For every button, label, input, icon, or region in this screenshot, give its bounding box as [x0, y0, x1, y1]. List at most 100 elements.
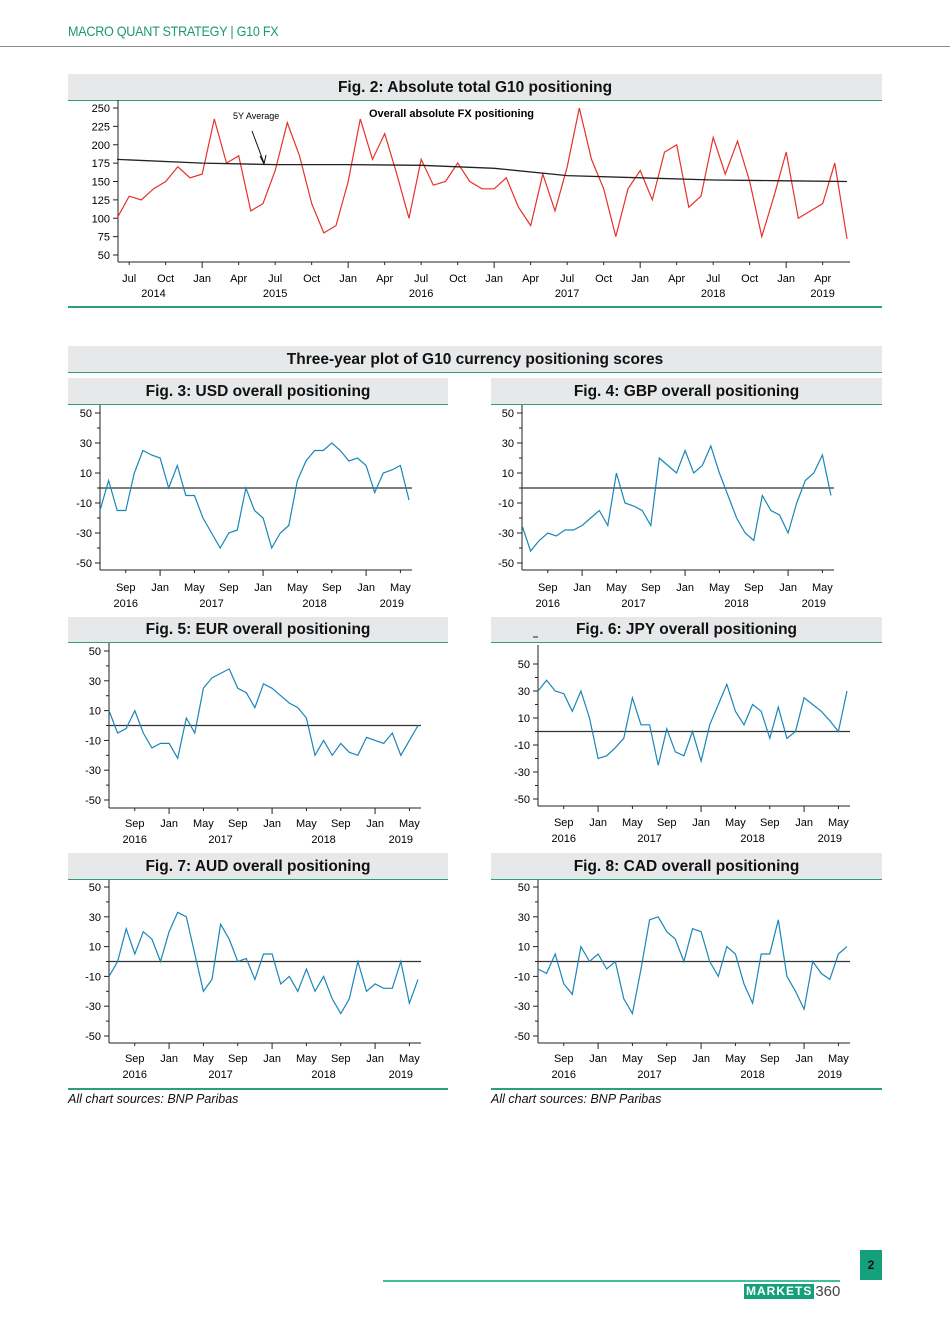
fig8-year-label: 2018 [740, 1069, 764, 1081]
markets360-logo: MARKETS 360 [744, 1283, 840, 1300]
fig6-year-label: 2017 [637, 833, 661, 845]
fig5-year-label: 2016 [123, 834, 147, 846]
fig6-y-tick-label: 50 [518, 659, 530, 671]
fig7-y-tick-label: -30 [85, 1001, 101, 1013]
fig5-year-label: 2017 [208, 834, 232, 846]
fig2-x-tick-label: Apr [814, 273, 831, 285]
fig7-y-tick-label: 50 [89, 882, 101, 894]
fig3-y-tick-label: -50 [76, 558, 92, 570]
left-bottom-rule [68, 1088, 448, 1090]
fig8-x-tick-label: Sep [554, 1053, 574, 1065]
fig4-x-tick-label: Jan [676, 582, 694, 594]
fig2-annotation-arrow [251, 130, 265, 164]
fig2-x-tick-label: Oct [741, 273, 758, 285]
fig3-x-tick-label: Sep [219, 582, 239, 594]
fig8-x-tick-label: Jan [692, 1053, 710, 1065]
fig8-positioning-line [537, 916, 848, 1016]
fig5-y-tick-label: -30 [85, 765, 101, 777]
fig2-x-tick-label: Jul [122, 273, 136, 285]
fig2-x-tick-label: Apr [522, 273, 539, 285]
fig3-x-tick-label: Sep [116, 582, 136, 594]
fig2-y-tick-label: 150 [92, 177, 110, 189]
fig3-title: Fig. 3: USD overall positioning [68, 378, 448, 405]
fig7-y-tick-label: -50 [85, 1031, 101, 1043]
fig8-year-label: 2016 [552, 1069, 576, 1081]
fig2-y-tick-label: 75 [98, 232, 110, 244]
fig2-y-tick-label: 225 [92, 121, 110, 133]
fig2-y-tick-label: 200 [92, 140, 110, 152]
fig2-positioning-line [116, 107, 848, 239]
fig8-y-tick-label: 50 [518, 882, 530, 894]
fig7-title: Fig. 7: AUD overall positioning [68, 853, 448, 880]
fig5-x-tick-label: Sep [331, 818, 351, 830]
fig4-x-tick-label: Jan [573, 582, 591, 594]
fig8-y-tick-label: -50 [514, 1031, 530, 1043]
fig8-x-tick-label: May [725, 1053, 746, 1065]
fig7-x-tick-label: May [399, 1053, 420, 1065]
fig5-positioning-line [108, 668, 419, 760]
fig7-y-tick-label: -10 [85, 971, 101, 983]
fig3-y-tick-label: 50 [80, 408, 92, 420]
fig2-average-annotation: 5Y Average [233, 111, 279, 121]
fig7-x-tick-label: May [296, 1053, 317, 1065]
fig6-title: Fig. 6: JPY overall positioning [491, 617, 882, 643]
fig4-year-label: 2017 [621, 598, 645, 610]
fig7-year-label: 2017 [208, 1069, 232, 1081]
fig2-year-label: 2016 [409, 288, 433, 300]
fig5-y-tick-label: -50 [85, 795, 101, 807]
fig8-y-tick-label: 30 [518, 912, 530, 924]
report-header: MACRO QUANT STRATEGY | G10 FX [68, 23, 279, 39]
fig8-x-tick-label: May [828, 1053, 849, 1065]
fig6-x-tick-label: Jan [692, 817, 710, 829]
fig3-x-tick-label: Jan [151, 582, 169, 594]
fig8-year-label: 2019 [818, 1069, 842, 1081]
fig6-y-tick-label: -50 [514, 794, 530, 806]
fig7-x-tick-label: Sep [125, 1053, 145, 1065]
fig5-x-tick-label: May [296, 818, 317, 830]
fig2-bottom-rule [68, 306, 882, 308]
fig7-x-tick-label: Jan [366, 1053, 384, 1065]
fig8-x-tick-label: Jan [589, 1053, 607, 1065]
fig6-x-tick-label: May [828, 817, 849, 829]
fig3-y-tick-label: 10 [80, 468, 92, 480]
fig2-x-tick-label: Oct [157, 273, 174, 285]
fig6-y-tick-label: 30 [518, 686, 530, 698]
fig2-x-tick-label: Jul [268, 273, 282, 285]
fig4-x-tick-label: Sep [744, 582, 764, 594]
fig2-arrow-head-icon [259, 154, 267, 166]
fig7-year-label: 2016 [123, 1069, 147, 1081]
fig5-y-tick-label: 50 [89, 646, 101, 658]
fig7-x-tick-label: Jan [263, 1053, 281, 1065]
page-number: 2 [860, 1250, 882, 1280]
fig7-y-tick-label: 10 [89, 942, 101, 954]
fig5-title: Fig. 5: EUR overall positioning [68, 617, 448, 643]
fig6-x-tick-label: May [725, 817, 746, 829]
chart-source-right: All chart sources: BNP Paribas [491, 1092, 662, 1106]
fig7-x-tick-label: May [193, 1053, 214, 1065]
fig4-x-tick-label: May [709, 582, 730, 594]
fig4-y-tick-label: 50 [502, 408, 514, 420]
fig3-positioning-line [99, 442, 410, 550]
fig6-year-label: 2016 [552, 833, 576, 845]
fig2-x-tick-label: Jul [414, 273, 428, 285]
fig2-year-label: 2017 [555, 288, 579, 300]
fig6-x-tick-label: Jan [795, 817, 813, 829]
fig8-x-tick-label: Sep [657, 1053, 677, 1065]
fig6-x-tick-label: Sep [760, 817, 780, 829]
fig3-year-label: 2016 [114, 598, 138, 610]
fig8-x-tick-label: May [622, 1053, 643, 1065]
fig7-x-tick-label: Sep [228, 1053, 248, 1065]
section-title: Three-year plot of G10 currency position… [68, 346, 882, 373]
fig7-y-tick-label: 30 [89, 912, 101, 924]
fig4-title: Fig. 4: GBP overall positioning [491, 378, 882, 405]
fig2-x-tick-label: Jul [706, 273, 720, 285]
fig3-x-tick-label: Jan [357, 582, 375, 594]
fig4-y-tick-label: -30 [498, 528, 514, 540]
fig8-x-tick-label: Jan [795, 1053, 813, 1065]
fig5-x-tick-label: Jan [366, 818, 384, 830]
fig5-x-tick-label: Jan [160, 818, 178, 830]
fig2-y-tick-label: 175 [92, 158, 110, 170]
fig2-x-tick-label: Jan [485, 273, 503, 285]
fig3-x-tick-label: May [390, 582, 411, 594]
fig8-title: Fig. 8: CAD overall positioning [491, 853, 882, 880]
